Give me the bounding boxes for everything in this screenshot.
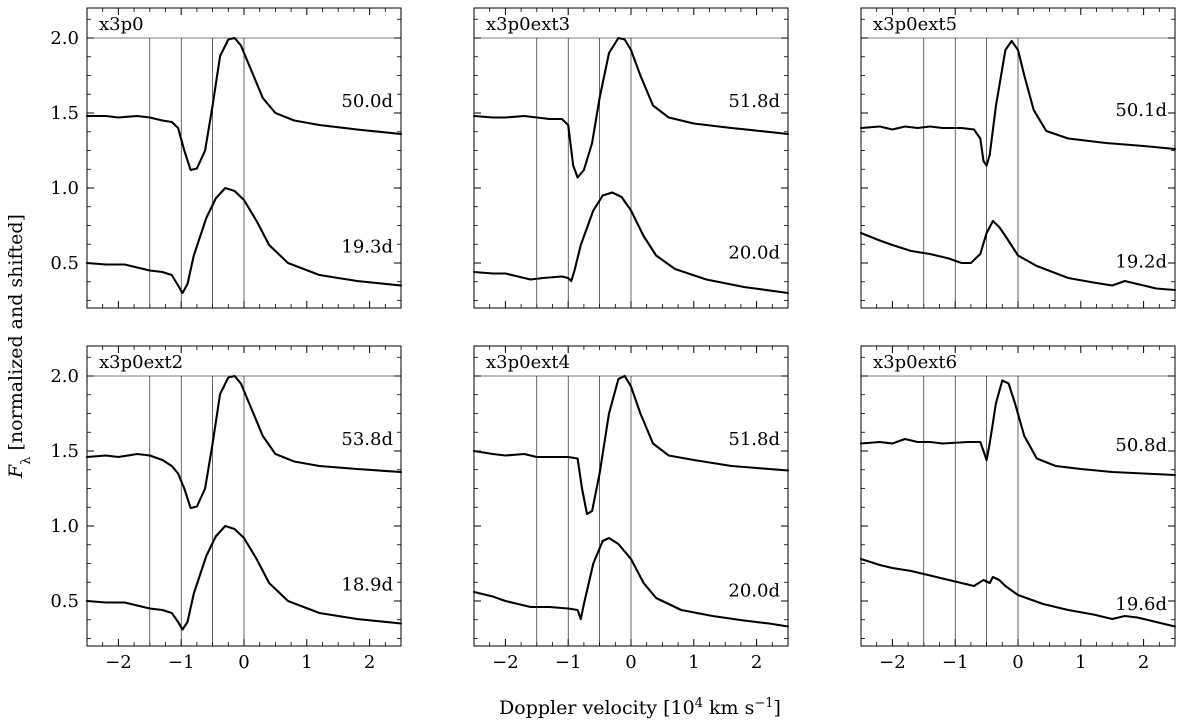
x-tick-label: 1	[688, 652, 699, 673]
epoch-label: 18.9d	[341, 575, 393, 596]
spectrum-curve	[85, 186, 403, 295]
y-tick-label: 1.0	[50, 516, 79, 537]
y-axis-label-rest: [normalized and shifted]	[5, 214, 27, 456]
epoch-label: 20.0d	[728, 243, 780, 264]
y-tick-label: 0.5	[50, 253, 79, 274]
panel-title: x3p0ext2	[99, 352, 183, 373]
spectrum-curve	[472, 374, 790, 516]
x-axis-label-part: Doppler velocity [10	[499, 697, 695, 719]
x-tick-label: −1	[168, 652, 195, 673]
x-tick-label: −2	[879, 652, 906, 673]
panel-title: x3p0ext3	[486, 14, 570, 35]
epoch-label: 50.0d	[341, 91, 393, 112]
y-axis-label-subscript: λ	[19, 457, 34, 465]
panel-title: x3p0ext5	[873, 14, 957, 35]
panel-title: x3p0ext6	[873, 352, 957, 373]
epoch-label: 53.8d	[341, 429, 393, 450]
spectrum-curve	[859, 557, 1177, 628]
x-axis-label: Doppler velocity [104 km s−1]	[499, 696, 781, 720]
epoch-label: 19.6d	[1115, 594, 1167, 615]
y-tick-label: 1.5	[50, 441, 79, 462]
epoch-label: 51.8d	[728, 91, 780, 112]
panel-x3p0ext6: 50.8d 19.6d x3p0ext6 −2 −1 0 1 2	[859, 345, 1177, 673]
x-axis-label-part: 4	[695, 696, 703, 711]
epoch-label: 50.1d	[1115, 100, 1167, 121]
epoch-label: 50.8d	[1115, 435, 1167, 456]
x-tick-label: −1	[555, 652, 582, 673]
epoch-label: 19.2d	[1115, 252, 1167, 273]
spectrum-curve	[85, 36, 403, 172]
spectrum-curve	[85, 524, 403, 631]
panel-title: x3p0	[99, 14, 144, 35]
panel-x3p0: 50.0d 19.3d x3p0 0.5 1.0 1.5 2.0	[50, 7, 403, 309]
panel-x3p0ext3: 51.8d 20.0d x3p0ext3	[472, 7, 790, 309]
x-tick-label: 1	[301, 652, 312, 673]
x-axis-label-part: −1	[754, 696, 773, 711]
x-tick-label: −2	[105, 652, 132, 673]
panel-x3p0ext5: 50.1d 19.2d x3p0ext5	[859, 7, 1177, 309]
x-tick-label: 0	[238, 652, 249, 673]
x-tick-label: 2	[364, 652, 375, 673]
spectrum-curve	[472, 536, 790, 628]
spectrum-curve	[859, 379, 1177, 477]
panel-x3p0ext4: 51.8d 20.0d x3p0ext4 −2 −1 0 1 2	[472, 345, 790, 673]
y-tick-label: 1.0	[50, 178, 79, 199]
spectrum-curve	[85, 374, 403, 510]
y-tick-label: 2.0	[50, 28, 79, 49]
epoch-label: 20.0d	[728, 581, 780, 602]
y-tick-label: 2.0	[50, 366, 79, 387]
y-axis-label: Fλ [normalized and shifted]	[5, 214, 34, 479]
x-tick-label: −1	[942, 652, 969, 673]
x-tick-label: −2	[492, 652, 519, 673]
epoch-label: 19.3d	[341, 237, 393, 258]
spectrum-curve	[859, 219, 1177, 292]
x-axis-label-part: km s	[703, 697, 754, 719]
x-tick-label: 0	[625, 652, 636, 673]
spectrum-curve	[472, 191, 790, 295]
x-tick-label: 2	[1138, 652, 1149, 673]
spectrum-curve	[859, 39, 1177, 167]
y-axis-label-symbol: F	[5, 464, 27, 479]
y-tick-label: 0.5	[50, 591, 79, 612]
x-tick-label: 1	[1075, 652, 1086, 673]
x-tick-label: 2	[751, 652, 762, 673]
epoch-label: 51.8d	[728, 429, 780, 450]
panel-title: x3p0ext4	[486, 352, 570, 373]
x-axis-label-part: ]	[774, 697, 781, 719]
panel-x3p0ext2: 53.8d 18.9d x3p0ext2 −2 −1 0 1 2 0.5 1.0 1.5 2.0	[50, 345, 403, 673]
y-tick-label: 1.5	[50, 103, 79, 124]
x-tick-label: 0	[1012, 652, 1023, 673]
spectrum-curve	[472, 36, 790, 179]
